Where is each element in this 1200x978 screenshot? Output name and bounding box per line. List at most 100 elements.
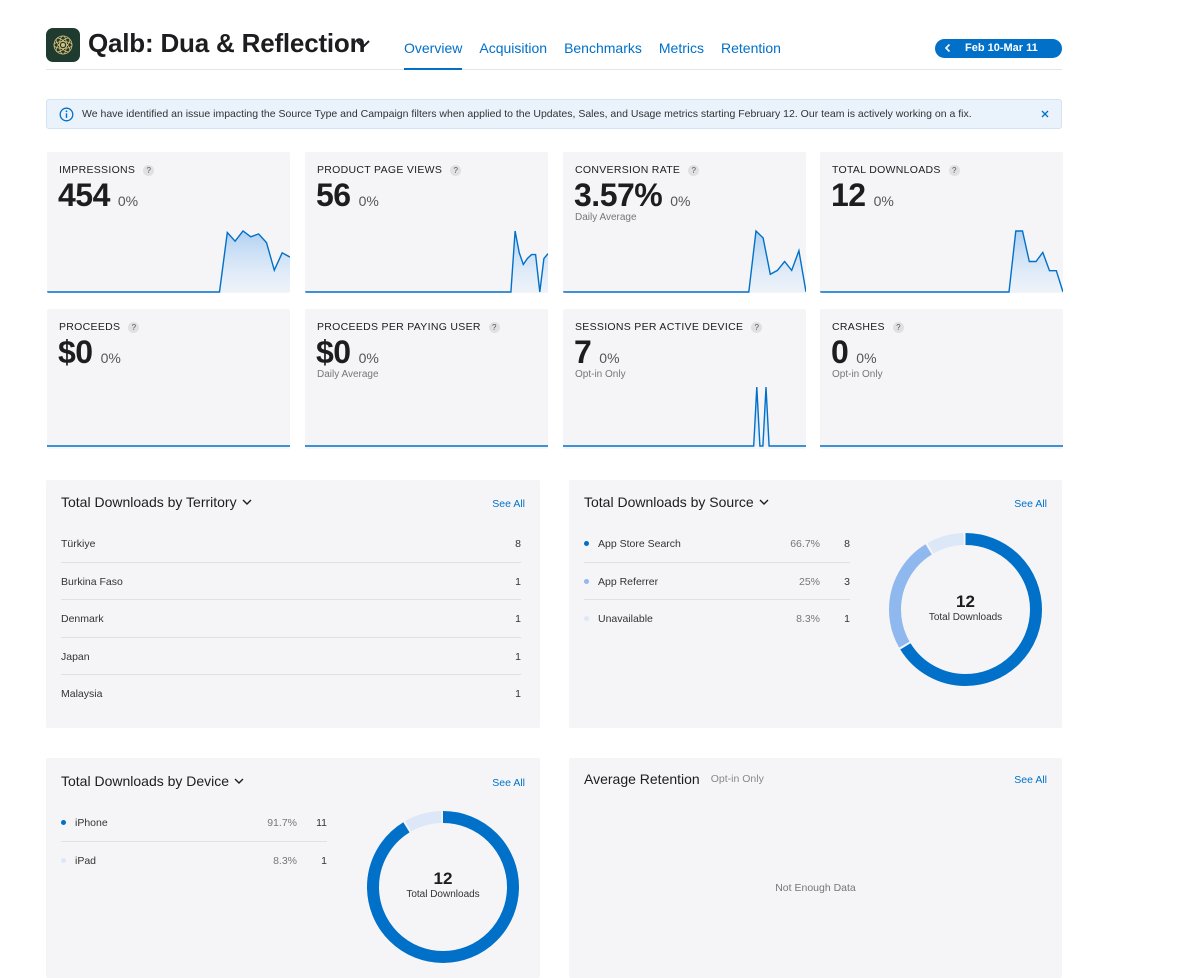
close-icon[interactable] bbox=[1037, 106, 1053, 122]
metric-card-total-downloads[interactable]: TOTAL DOWNLOADS? 12 0% bbox=[820, 152, 1063, 293]
device-name: iPhone bbox=[75, 817, 108, 829]
metric-change: 0% bbox=[117, 193, 139, 209]
territory-see-all[interactable]: See All bbox=[492, 498, 525, 510]
chevron-down-icon[interactable] bbox=[354, 37, 372, 51]
app-title[interactable]: Qalb: Dua & Reflection bbox=[88, 28, 366, 58]
banner-message: We have identified an issue impacting th… bbox=[82, 108, 972, 120]
donut-total: 12 bbox=[433, 869, 453, 888]
territory-title[interactable]: Total Downloads by Territory bbox=[61, 494, 253, 510]
metric-subtitle: Opt-in Only bbox=[832, 369, 883, 380]
donut-slice-app-referrer[interactable] bbox=[889, 533, 1042, 686]
tab-metrics[interactable]: Metrics bbox=[658, 40, 704, 56]
metric-label: PRODUCT PAGE VIEWS? bbox=[317, 164, 462, 176]
territory-count: 1 bbox=[515, 688, 521, 700]
metric-label-text: PRODUCT PAGE VIEWS bbox=[317, 164, 443, 176]
source-name: App Store Search bbox=[598, 538, 681, 550]
metric-card-impressions[interactable]: IMPRESSIONS? 454 0% bbox=[47, 152, 290, 293]
territory-list: Türkiye 8 Burkina Faso 1 Denmark 1 Japan 1 Malay… bbox=[61, 525, 521, 713]
source-donut-chart: 12 Total Downloads bbox=[888, 532, 1043, 687]
sparkline-area bbox=[563, 387, 806, 446]
metric-value: 56 bbox=[316, 177, 351, 213]
metric-value: 12 bbox=[831, 177, 866, 213]
tab-acquisition[interactable]: Acquisition bbox=[479, 40, 548, 56]
source-donut-svg bbox=[889, 533, 1042, 686]
chevron-down-icon[interactable] bbox=[241, 497, 253, 507]
sparkline-chart bbox=[47, 230, 290, 293]
tab-retention[interactable]: Retention bbox=[721, 40, 781, 56]
source-row: Unavailable 8.3% 1 bbox=[584, 600, 850, 638]
sparkline-chart bbox=[305, 230, 548, 293]
metric-change: 0% bbox=[670, 193, 691, 209]
sparkline-chart bbox=[563, 229, 806, 293]
metric-change: 0% bbox=[873, 193, 894, 209]
device-count: 1 bbox=[321, 854, 327, 867]
territory-row: Malaysia 1 bbox=[61, 675, 521, 713]
legend-dot-icon bbox=[61, 820, 66, 825]
metric-value-row: $0 0% bbox=[316, 334, 379, 371]
metric-value: 3.57% bbox=[574, 177, 663, 213]
device-count: 11 bbox=[316, 817, 327, 829]
source-row: App Referrer 25% 3 bbox=[584, 563, 850, 600]
help-icon[interactable]: ? bbox=[450, 164, 462, 176]
metric-card-product-page-views[interactable]: PRODUCT PAGE VIEWS? 56 0% bbox=[305, 152, 548, 293]
donut-slice-iphone[interactable] bbox=[367, 811, 519, 963]
help-icon[interactable]: ? bbox=[751, 321, 763, 333]
chevron-left-icon[interactable] bbox=[942, 42, 954, 54]
retention-see-all[interactable]: See All bbox=[1014, 774, 1047, 786]
device-donut-svg bbox=[367, 811, 519, 963]
metric-value: $0 bbox=[58, 334, 93, 370]
tab-overview[interactable]: Overview bbox=[404, 41, 463, 70]
help-icon[interactable]: ? bbox=[143, 164, 155, 176]
sparkline-chart bbox=[563, 386, 806, 447]
source-count: 3 bbox=[844, 575, 850, 588]
territory-name: Burkina Faso bbox=[61, 575, 123, 588]
date-range-label: Feb 10-Mar 11 bbox=[965, 42, 1038, 54]
metric-card-sessions-per-active-device[interactable]: SESSIONS PER ACTIVE DEVICE? 7 0% Opt-in Onl… bbox=[563, 309, 806, 449]
metric-card-proceeds-per-paying-user[interactable]: PROCEEDS PER PAYING USER? $0 0% Daily Avera… bbox=[305, 309, 548, 449]
legend-dot-icon bbox=[61, 857, 66, 863]
metric-label-text: PROCEEDS PER PAYING USER bbox=[317, 321, 481, 333]
help-icon[interactable]: ? bbox=[892, 321, 904, 333]
help-icon[interactable]: ? bbox=[128, 321, 140, 333]
metric-label-text: CRASHES bbox=[832, 321, 885, 333]
metric-label: PROCEEDS? bbox=[59, 321, 140, 333]
sparkline-area bbox=[47, 231, 290, 292]
device-row: iPhone 91.7% 11 bbox=[61, 804, 327, 842]
chevron-down-icon[interactable] bbox=[758, 497, 770, 507]
metric-label: TOTAL DOWNLOADS? bbox=[832, 164, 960, 176]
territory-row: Türkiye 8 bbox=[61, 525, 521, 563]
help-icon[interactable]: ? bbox=[948, 164, 960, 176]
metric-change: 0% bbox=[100, 350, 121, 366]
territory-name: Malaysia bbox=[61, 688, 103, 700]
territory-count: 8 bbox=[515, 538, 521, 550]
app-logo-icon[interactable] bbox=[46, 28, 80, 62]
donut-center: 12 Total Downloads bbox=[888, 592, 1043, 623]
territory-name: Denmark bbox=[61, 613, 104, 625]
metric-change: 0% bbox=[358, 350, 379, 366]
device-see-all[interactable]: See All bbox=[492, 777, 525, 789]
sparkline-line bbox=[47, 230, 290, 293]
source-list: App Store Search 66.7% 8 App Referrer 25% 3 Un… bbox=[584, 525, 850, 638]
help-icon[interactable]: ? bbox=[688, 164, 700, 176]
chevron-down-icon[interactable] bbox=[233, 776, 245, 786]
source-count: 8 bbox=[844, 538, 850, 550]
metric-value-row: $0 0% bbox=[58, 334, 121, 371]
sparkline-chart bbox=[305, 445, 548, 447]
metric-change: 0% bbox=[856, 350, 877, 366]
source-title[interactable]: Total Downloads by Source bbox=[584, 494, 770, 510]
metric-card-crashes[interactable]: CRASHES? 0 0% Opt-in Only bbox=[820, 309, 1063, 449]
territory-panel: Total Downloads by Territory See All Tür… bbox=[46, 480, 540, 728]
source-row: App Store Search 66.7% 8 bbox=[584, 525, 850, 563]
help-icon[interactable]: ? bbox=[488, 321, 500, 333]
metric-label: CONVERSION RATE? bbox=[575, 164, 700, 176]
retention-title-text: Average Retention bbox=[584, 771, 700, 787]
metric-card-conversion-rate[interactable]: CONVERSION RATE? 3.57% 0% Daily Average bbox=[563, 152, 806, 293]
donut-slice-app-store-search[interactable] bbox=[889, 533, 1042, 686]
tab-benchmarks[interactable]: Benchmarks bbox=[564, 40, 642, 56]
date-range-button[interactable]: Feb 10-Mar 11 bbox=[935, 39, 1062, 58]
device-percent: 8.3% bbox=[273, 854, 297, 867]
metric-label: PROCEEDS PER PAYING USER? bbox=[317, 321, 500, 333]
device-title[interactable]: Total Downloads by Device bbox=[61, 773, 245, 789]
metric-card-proceeds[interactable]: PROCEEDS? $0 0% bbox=[47, 309, 290, 449]
source-see-all[interactable]: See All bbox=[1014, 498, 1047, 510]
